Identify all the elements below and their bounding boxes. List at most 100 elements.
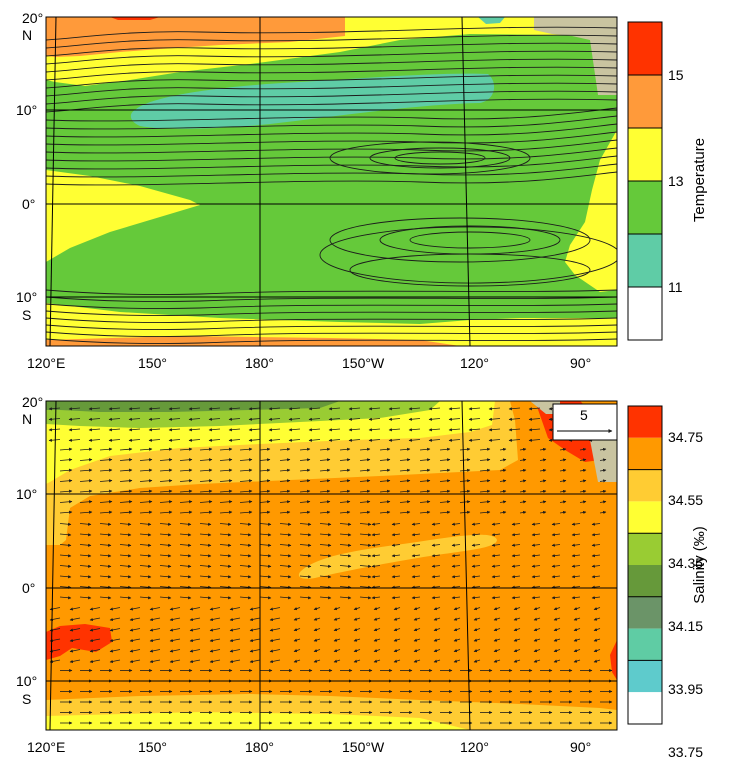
wind-vector <box>313 659 321 663</box>
wind-vector <box>359 543 372 547</box>
wind-vector <box>79 543 92 547</box>
wind-vector <box>119 458 133 462</box>
wind-vector <box>288 438 301 442</box>
wind-vector <box>259 596 272 600</box>
wind-vector <box>89 649 101 653</box>
wind-vector <box>519 458 527 462</box>
temperature-colorbar: 15 13 11 Temperature <box>627 21 708 341</box>
wind-vector <box>339 510 351 514</box>
wind-vector <box>139 596 152 600</box>
streamline <box>46 324 617 330</box>
wind-vector <box>571 596 581 600</box>
wind-vector <box>279 575 292 579</box>
wind-vector <box>168 428 181 432</box>
wind-vector <box>433 628 441 632</box>
wind-vector <box>479 510 491 514</box>
wind-vector <box>119 447 133 451</box>
wind-vector <box>268 438 281 442</box>
wind-vector <box>99 554 112 558</box>
wind-vector <box>279 468 291 472</box>
wind-vector <box>128 407 141 411</box>
wind-vector <box>531 533 541 537</box>
wind-vector <box>528 417 541 421</box>
wind-vector <box>379 489 391 493</box>
streamline <box>394 151 486 165</box>
wind-vector <box>188 407 201 411</box>
wind-vector <box>288 417 301 421</box>
wind-vector <box>129 649 141 653</box>
wind-vector <box>319 447 331 451</box>
wind-vector <box>319 533 332 537</box>
wind-vector <box>373 638 381 642</box>
wind-vector <box>319 575 332 579</box>
wind-vector <box>219 522 232 526</box>
wind-vector <box>299 468 311 472</box>
wind-vector <box>399 510 411 514</box>
wind-vector <box>199 543 212 547</box>
wind-vector <box>239 533 252 537</box>
wind-vector <box>348 438 361 442</box>
wind-vector <box>79 596 92 600</box>
wind-vector <box>439 489 451 493</box>
wind-vector <box>593 649 601 653</box>
wind-vector <box>459 468 471 472</box>
wind-vector <box>459 500 471 504</box>
cb-sal-band <box>628 628 662 661</box>
wind-vector <box>453 659 461 663</box>
wind-vector <box>491 575 501 579</box>
wind-vector <box>599 468 607 473</box>
wind-vector <box>471 596 481 600</box>
wind-vector <box>553 617 561 621</box>
cb-temp-13 <box>628 128 662 181</box>
wind-vector <box>208 428 221 432</box>
wind-vector <box>433 607 441 611</box>
streamline <box>46 338 617 344</box>
wind-vector <box>299 554 312 558</box>
wind-vector <box>89 638 101 643</box>
wind-vector <box>313 628 321 632</box>
streamline <box>46 74 617 89</box>
wind-vector <box>491 596 501 600</box>
wind-vector <box>359 575 372 579</box>
wind-vector <box>199 489 213 493</box>
wind-vector <box>109 628 121 632</box>
wind-vector <box>393 628 401 632</box>
wind-vector <box>259 510 271 514</box>
wind-vector <box>189 659 201 664</box>
wind-vector <box>99 447 113 451</box>
wind-vector <box>268 407 281 411</box>
wind-vector <box>259 500 271 504</box>
streamline <box>46 58 617 73</box>
top-lat-axis: 20° N 10° 0° 10° S <box>16 10 43 323</box>
wind-vector <box>571 554 581 558</box>
bot-lat-20-hemi: N <box>22 411 32 427</box>
wind-vector <box>259 458 271 462</box>
wind-vector <box>559 479 567 483</box>
cb-sal-band <box>628 406 662 438</box>
wind-vector <box>239 500 253 504</box>
wind-vector <box>189 607 201 611</box>
wind-vector <box>593 628 601 632</box>
wind-vector <box>288 428 301 432</box>
cb-temp-15 <box>628 22 662 75</box>
wind-vector <box>219 447 233 451</box>
wind-vector <box>199 522 212 526</box>
wind-vector <box>179 468 193 472</box>
wind-vector <box>188 438 201 442</box>
wind-vector <box>248 407 261 411</box>
wind-vector <box>59 564 72 568</box>
wind-vector <box>433 638 441 642</box>
wind-vector <box>419 500 431 504</box>
wind-vector <box>219 554 232 558</box>
cb-sal-label-34.55: 34.55 <box>668 492 703 508</box>
cb-sal-band <box>628 565 662 597</box>
wind-vector <box>473 638 481 642</box>
top-lat-10s: 10° <box>16 289 37 305</box>
bot-lon-90: 90° <box>570 739 591 755</box>
wind-vector <box>209 638 221 643</box>
wind-vector <box>439 510 451 514</box>
wind-vector <box>353 617 361 621</box>
wind-vector <box>319 468 331 472</box>
cb-temp-14 <box>628 75 662 128</box>
wind-vector <box>99 479 113 483</box>
